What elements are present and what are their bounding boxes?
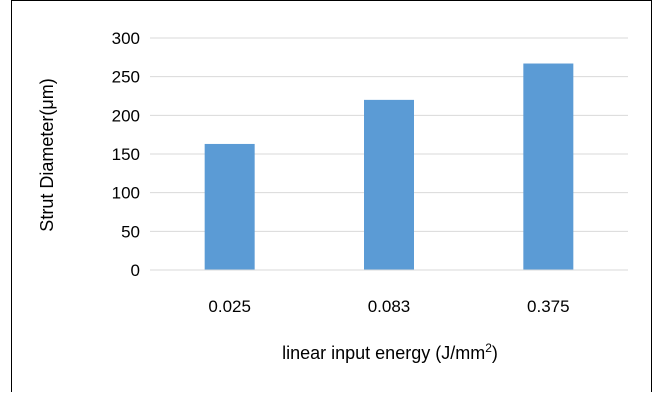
y-tick-label: 100 [112,184,140,203]
bar-0.025 [204,143,255,270]
bar-0.083 [364,99,414,270]
y-tick-label: 150 [112,145,140,164]
x-tick-label: 0.375 [527,297,570,316]
y-tick-label: 200 [112,106,140,125]
x-axis-title-main: linear input energy (J/mm [282,343,485,363]
x-tick-label: 0.083 [368,297,411,316]
y-axis-title: Strut Diameter(μm) [37,78,57,231]
y-tick-labels: 0 50 100 150 200 250 300 [112,29,140,280]
x-axis-title-end: ) [492,343,498,363]
x-tick-label: 0.025 [208,297,251,316]
x-axis-title: linear input energy (J/mm2) [282,341,498,363]
y-tick-label: 250 [112,68,140,87]
bar-0.375 [523,63,574,270]
bars [204,63,574,270]
y-tick-label: 0 [131,261,140,280]
x-axis-title-superscript: 2 [485,341,492,355]
y-tick-label: 300 [112,29,140,48]
y-tick-label: 50 [121,222,140,241]
x-tick-labels: 0.025 0.083 0.375 [208,297,569,316]
